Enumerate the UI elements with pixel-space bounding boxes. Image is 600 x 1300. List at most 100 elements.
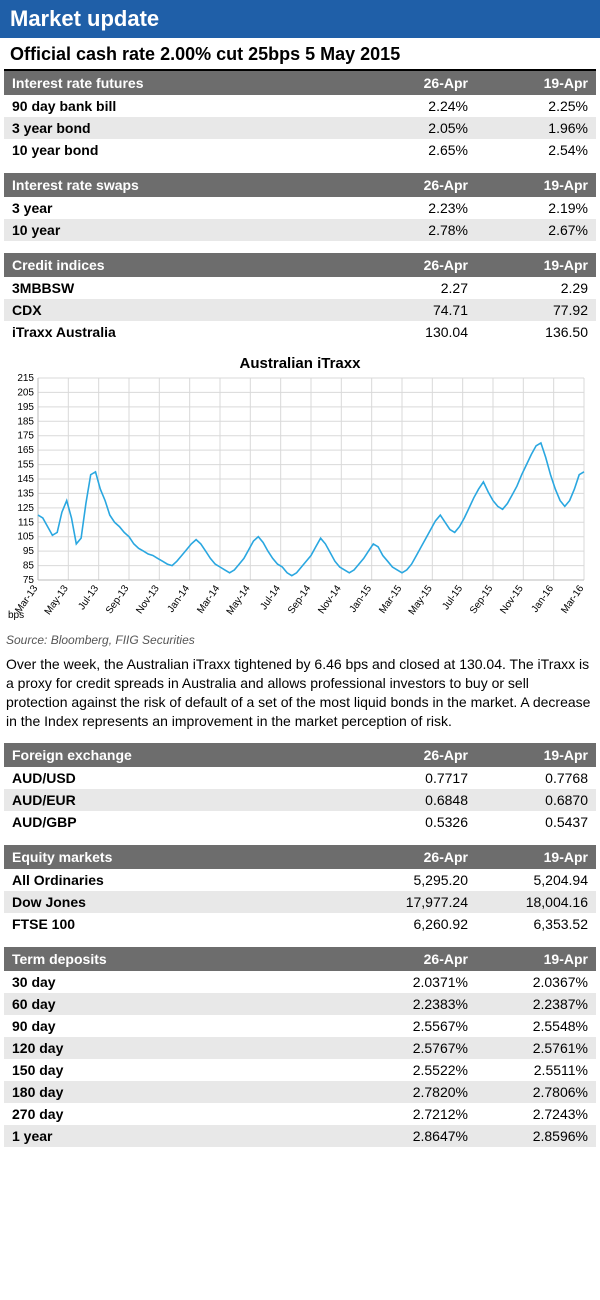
row-value: 2.5567% bbox=[356, 1015, 476, 1037]
col-header: 19-Apr bbox=[476, 71, 596, 95]
table-futures: Interest rate futures26-Apr19-Apr90 day … bbox=[0, 71, 600, 161]
row-value: 0.7717 bbox=[356, 767, 476, 789]
row-label: 1 year bbox=[4, 1125, 356, 1147]
row-value: 0.6870 bbox=[476, 789, 596, 811]
svg-text:155: 155 bbox=[17, 460, 34, 471]
row-value: 0.5326 bbox=[356, 811, 476, 833]
col-header: 26-Apr bbox=[356, 71, 476, 95]
row-value: 2.27 bbox=[356, 277, 476, 299]
chart-source: Source: Bloomberg, FIIG Securities bbox=[6, 633, 594, 647]
row-label: 3 year bbox=[4, 197, 356, 219]
col-header: Interest rate futures bbox=[4, 71, 356, 95]
row-value: 2.25% bbox=[476, 95, 596, 117]
row-label: 10 year bond bbox=[4, 139, 356, 161]
table-row: 3 year bond2.05%1.96% bbox=[4, 117, 596, 139]
row-value: 2.8647% bbox=[356, 1125, 476, 1147]
row-value: 6,353.52 bbox=[476, 913, 596, 935]
col-header: 19-Apr bbox=[476, 743, 596, 767]
row-value: 136.50 bbox=[476, 321, 596, 343]
table-row: 90 day bank bill2.24%2.25% bbox=[4, 95, 596, 117]
svg-text:215: 215 bbox=[17, 374, 34, 384]
row-value: 2.54% bbox=[476, 139, 596, 161]
table-row: 90 day2.5567%2.5548% bbox=[4, 1015, 596, 1037]
col-header: 19-Apr bbox=[476, 173, 596, 197]
svg-text:115: 115 bbox=[18, 517, 34, 528]
row-label: FTSE 100 bbox=[4, 913, 356, 935]
svg-text:105: 105 bbox=[17, 532, 34, 543]
row-value: 2.67% bbox=[476, 219, 596, 241]
col-header: Credit indices bbox=[4, 253, 356, 277]
col-header: 26-Apr bbox=[356, 253, 476, 277]
col-header: 26-Apr bbox=[356, 947, 476, 971]
table-row: 180 day2.7820%2.7806% bbox=[4, 1081, 596, 1103]
col-header: 19-Apr bbox=[476, 845, 596, 869]
row-value: 5,204.94 bbox=[476, 869, 596, 891]
row-label: AUD/EUR bbox=[4, 789, 356, 811]
svg-text:145: 145 bbox=[17, 474, 34, 485]
row-value: 2.2387% bbox=[476, 993, 596, 1015]
subheading: Official cash rate 2.00% cut 25bps 5 May… bbox=[4, 38, 596, 71]
col-header: Term deposits bbox=[4, 947, 356, 971]
row-value: 77.92 bbox=[476, 299, 596, 321]
table-row: iTraxx Australia130.04136.50 bbox=[4, 321, 596, 343]
svg-text:205: 205 bbox=[17, 387, 34, 398]
row-label: iTraxx Australia bbox=[4, 321, 356, 343]
row-label: 150 day bbox=[4, 1059, 356, 1081]
svg-text:95: 95 bbox=[23, 546, 35, 557]
row-value: 2.23% bbox=[356, 197, 476, 219]
row-value: 18,004.16 bbox=[476, 891, 596, 913]
row-value: 2.2383% bbox=[356, 993, 476, 1015]
table-row: 3MBBSW2.272.29 bbox=[4, 277, 596, 299]
page-banner: Market update bbox=[0, 0, 600, 38]
col-header: Foreign exchange bbox=[4, 743, 356, 767]
row-value: 2.5522% bbox=[356, 1059, 476, 1081]
row-value: 130.04 bbox=[356, 321, 476, 343]
row-value: 5,295.20 bbox=[356, 869, 476, 891]
table-row: 3 year2.23%2.19% bbox=[4, 197, 596, 219]
table-row: AUD/GBP0.53260.5437 bbox=[4, 811, 596, 833]
svg-text:185: 185 bbox=[17, 416, 34, 427]
row-label: 60 day bbox=[4, 993, 356, 1015]
row-value: 0.6848 bbox=[356, 789, 476, 811]
row-value: 2.5767% bbox=[356, 1037, 476, 1059]
table-row: 10 year2.78%2.67% bbox=[4, 219, 596, 241]
row-value: 2.0367% bbox=[476, 971, 596, 993]
row-label: AUD/USD bbox=[4, 767, 356, 789]
row-label: 120 day bbox=[4, 1037, 356, 1059]
row-value: 2.5761% bbox=[476, 1037, 596, 1059]
table-row: All Ordinaries5,295.205,204.94 bbox=[4, 869, 596, 891]
col-header: 26-Apr bbox=[356, 173, 476, 197]
row-value: 2.24% bbox=[356, 95, 476, 117]
table-row: FTSE 1006,260.926,353.52 bbox=[4, 913, 596, 935]
row-label: 90 day bbox=[4, 1015, 356, 1037]
col-header: 26-Apr bbox=[356, 845, 476, 869]
row-label: 3MBBSW bbox=[4, 277, 356, 299]
row-value: 2.8596% bbox=[476, 1125, 596, 1147]
row-label: CDX bbox=[4, 299, 356, 321]
row-value: 2.5548% bbox=[476, 1015, 596, 1037]
body-paragraph: Over the week, the Australian iTraxx tig… bbox=[6, 655, 594, 731]
svg-text:165: 165 bbox=[17, 445, 34, 456]
row-value: 2.29 bbox=[476, 277, 596, 299]
table-equity: Equity markets26-Apr19-AprAll Ordinaries… bbox=[0, 845, 600, 935]
table-td: Term deposits26-Apr19-Apr30 day2.0371%2.… bbox=[0, 947, 600, 1147]
table-row: AUD/USD0.77170.7768 bbox=[4, 767, 596, 789]
col-header: 19-Apr bbox=[476, 253, 596, 277]
table-row: 150 day2.5522%2.5511% bbox=[4, 1059, 596, 1081]
table-row: 60 day2.2383%2.2387% bbox=[4, 993, 596, 1015]
svg-text:135: 135 bbox=[17, 488, 34, 499]
svg-text:175: 175 bbox=[17, 431, 34, 442]
row-value: 6,260.92 bbox=[356, 913, 476, 935]
row-value: 17,977.24 bbox=[356, 891, 476, 913]
col-header: Equity markets bbox=[4, 845, 356, 869]
row-value: 0.5437 bbox=[476, 811, 596, 833]
svg-text:125: 125 bbox=[17, 503, 34, 514]
chart-title: Australian iTraxx bbox=[4, 355, 596, 372]
row-value: 2.0371% bbox=[356, 971, 476, 993]
row-value: 2.7212% bbox=[356, 1103, 476, 1125]
chart-svg: 7585951051151251351451551651751851952052… bbox=[4, 374, 590, 624]
table-row: 30 day2.0371%2.0367% bbox=[4, 971, 596, 993]
row-value: 2.7806% bbox=[476, 1081, 596, 1103]
table-row: CDX74.7177.92 bbox=[4, 299, 596, 321]
col-header: 19-Apr bbox=[476, 947, 596, 971]
